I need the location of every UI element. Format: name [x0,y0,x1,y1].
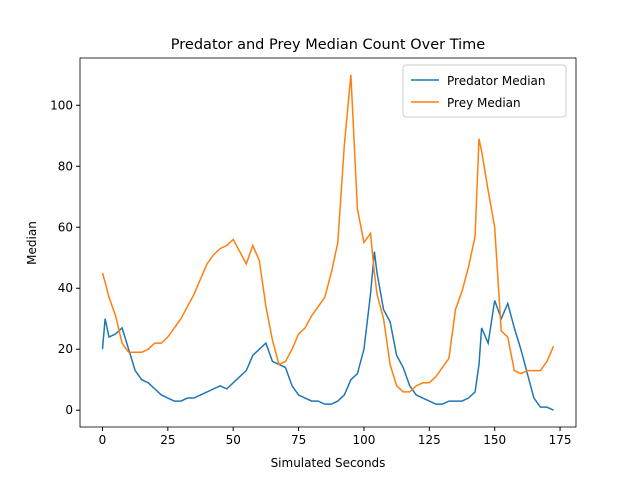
data-line [101,74,555,393]
y-tick-label: 100 [50,98,73,112]
x-tick-label: 100 [352,433,375,447]
x-tick-label: 0 [99,433,107,447]
x-tick-label: 150 [483,433,506,447]
x-axis-label: Simulated Seconds [271,456,386,470]
chart-title: Predator and Prey Median Count Over Time [171,37,485,53]
x-tick-label: 25 [160,433,175,447]
legend-box [402,64,567,118]
y-tick-label: 60 [58,220,73,234]
y-tick-label: 20 [58,342,73,356]
x-tick-label: 175 [549,433,572,447]
legend-label: Prey Median [447,96,521,110]
x-tick-label: 125 [418,433,441,447]
x-tick-label: 75 [291,433,306,447]
plot-frame [79,57,577,428]
x-tick-label: 50 [226,433,241,447]
y-tick-label: 80 [58,159,73,173]
data-line [101,251,554,411]
y-axis-label: Median [25,221,39,265]
y-tick-label: 40 [58,281,73,295]
legend-label: Predator Median [447,74,546,88]
y-tick-label: 0 [65,403,73,417]
